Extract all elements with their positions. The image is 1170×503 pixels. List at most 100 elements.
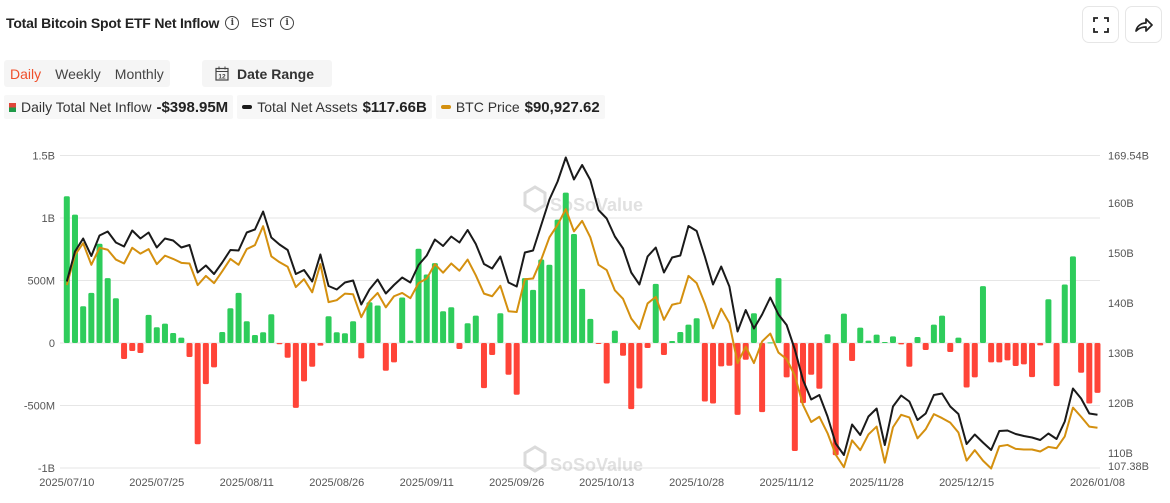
inflow-bar: [423, 274, 430, 343]
sosovalue-logo-icon: [523, 185, 547, 213]
inflow-bar: [693, 318, 700, 343]
x-axis-tick: 2025/07/25: [129, 477, 184, 489]
info-circle-icon[interactable]: i: [225, 16, 240, 30]
inflow-bar: [1012, 343, 1019, 366]
x-axis: 2025/07/10 2025/07/25 2025/08/11 2025/08/26…: [39, 477, 1125, 489]
inflow-bar: [988, 343, 995, 363]
inflow-bar: [881, 342, 888, 343]
inflow-bar: [309, 343, 316, 367]
inflow-bar: [546, 264, 553, 343]
tab-monthly[interactable]: Monthly: [114, 65, 164, 82]
inflow-bar: [898, 343, 905, 345]
inflow-bar: [63, 196, 70, 343]
inflow-bar: [284, 343, 291, 358]
inflow-bar: [1078, 343, 1085, 373]
inflow-bar: [939, 315, 946, 343]
inflow-bar: [219, 332, 226, 343]
inflow-bar: [472, 315, 479, 343]
inflow-bar: [391, 343, 397, 363]
inflow-bar: [865, 340, 872, 343]
inflow-bar: [611, 330, 618, 343]
inflow-bar: [669, 341, 676, 343]
inflow-bar: [137, 343, 144, 353]
inflow-bar: [1094, 343, 1101, 393]
inflow-bar: [742, 343, 749, 360]
left-axis-tick: 1B: [42, 213, 55, 225]
inflow-bar: [1045, 299, 1052, 343]
right-axis-tick: 160B: [1108, 198, 1134, 210]
x-axis-tick: 2025/08/26: [309, 477, 364, 489]
inflow-bar: [775, 278, 782, 343]
inflow-bar: [211, 343, 218, 368]
left-axis: 1.5B 1B 500M 0 -500M -1B: [24, 151, 55, 476]
legend-item-btc-price[interactable]: BTC Price $90,927.62: [435, 95, 605, 119]
legend-item-net-inflow[interactable]: Daily Total Net Inflow -$398.95M: [4, 95, 234, 119]
date-range-button[interactable]: 12 Date Range: [202, 60, 332, 87]
inflow-bar: [251, 335, 258, 343]
inflow-bar: [808, 343, 815, 375]
tab-weekly[interactable]: Weekly: [55, 65, 101, 82]
info-circle-icon[interactable]: i: [279, 16, 294, 30]
inflow-bar: [448, 307, 455, 343]
inflow-bar: [440, 311, 447, 343]
watermark-text: SoSoValue: [550, 455, 643, 475]
inflow-bar: [800, 343, 806, 404]
inflow-bar: [652, 283, 659, 343]
inflow-bar: [505, 343, 512, 375]
x-axis-tick: 2025/09/26: [489, 477, 544, 489]
x-axis-tick: 2025/10/28: [669, 477, 724, 489]
inflow-bar: [202, 343, 209, 385]
inflow-bar: [947, 343, 954, 352]
net-assets-line: [65, 156, 1098, 456]
inflow-bar: [480, 343, 487, 389]
inflow-bar: [341, 333, 348, 343]
fullscreen-icon: [1092, 16, 1109, 33]
inflow-bar: [538, 259, 545, 343]
interval-tabs: Daily Weekly Monthly: [4, 60, 170, 87]
x-axis-tick: 2025/10/13: [579, 477, 634, 489]
left-axis-tick: -1B: [38, 463, 55, 475]
fullscreen-button[interactable]: [1082, 6, 1119, 43]
inflow-bar: [358, 343, 365, 359]
inflow-bar: [554, 219, 561, 343]
inflow-bar: [301, 343, 308, 382]
inflow-bar: [979, 286, 986, 343]
calendar-icon: 12: [215, 66, 229, 81]
timezone-label: EST: [251, 16, 274, 30]
inflow-bar: [595, 343, 602, 344]
inflow-bar: [873, 334, 880, 343]
inflow-bar: [677, 332, 684, 343]
inflow-bar: [644, 343, 651, 348]
svg-text:12: 12: [218, 74, 226, 81]
inflow-bar: [930, 324, 937, 343]
inflow-bar: [759, 343, 766, 413]
sosovalue-logo-icon: [523, 445, 547, 473]
share-button[interactable]: [1125, 6, 1162, 43]
legend-label: Total Net Assets: [257, 99, 358, 115]
inflow-bar: [317, 343, 324, 346]
tab-daily[interactable]: Daily: [10, 65, 42, 82]
inflow-bar: [587, 318, 594, 343]
left-axis-tick: 1.5B: [32, 151, 55, 163]
left-axis-tick: -500M: [24, 401, 55, 413]
inflow-bar: [129, 343, 136, 351]
inflow-bar: [1029, 343, 1036, 378]
share-arrow-icon: [1134, 17, 1153, 32]
inflow-bars: [63, 192, 1101, 456]
inflow-bar: [194, 343, 201, 445]
inflow-bar: [145, 314, 152, 343]
right-axis-tick: 130B: [1108, 348, 1134, 360]
btc-price-line: [65, 208, 1098, 470]
inflow-bar: [276, 343, 283, 345]
series-lines: [65, 156, 1098, 470]
legend: Daily Total Net Inflow -$398.95M Total N…: [4, 95, 605, 119]
inflow-bar: [415, 248, 422, 343]
legend-item-net-assets[interactable]: Total Net Assets $117.66B: [237, 95, 432, 119]
x-axis-tick: 2025/12/15: [939, 477, 994, 489]
inflow-bar: [562, 192, 569, 343]
inflow-bar: [636, 343, 643, 389]
inflow-bar: [767, 342, 774, 344]
inflow-bar: [333, 332, 340, 343]
